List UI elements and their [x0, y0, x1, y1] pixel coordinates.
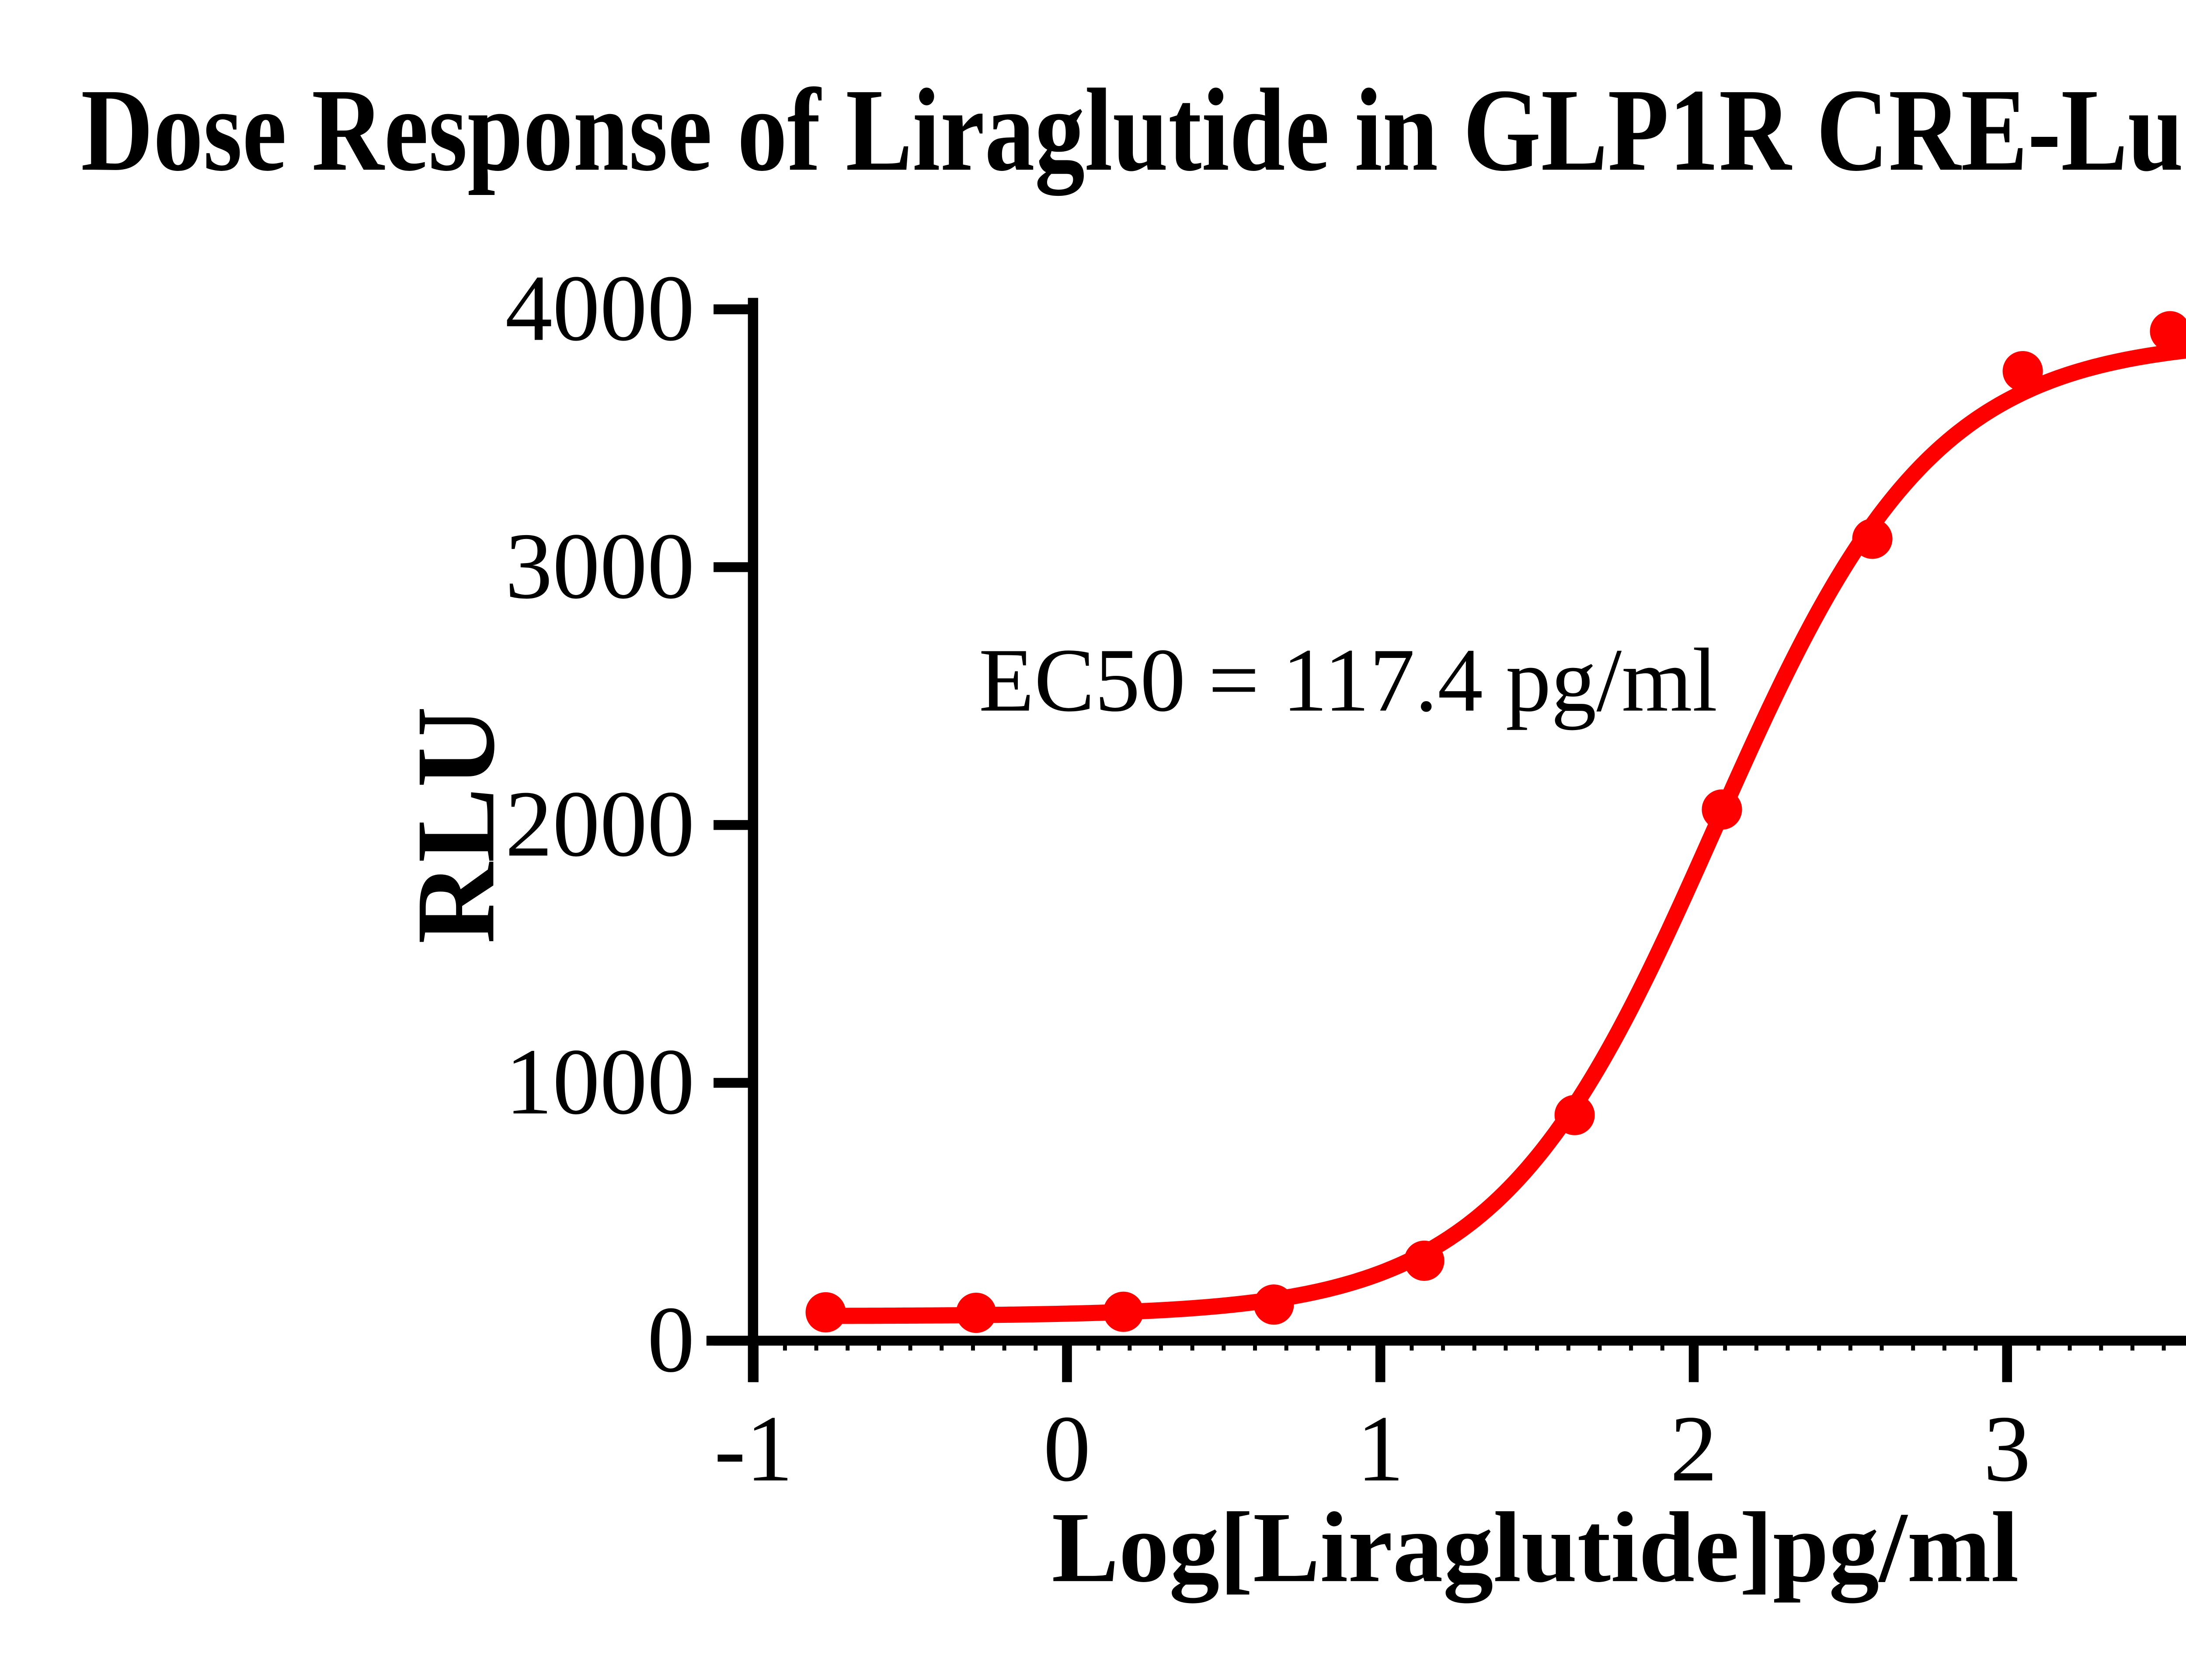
x-minor-ticks [783, 1343, 2166, 1351]
y-tick-label-0: 0 [647, 1287, 694, 1392]
data-series-liraglutide [805, 311, 2186, 1333]
x-tick-marks [748, 1340, 2012, 1382]
y-tick-marks [714, 304, 753, 1346]
y-axis-title: RLU [393, 706, 518, 944]
y-tick-label-4000: 4000 [505, 255, 694, 360]
x-tick-label-0: 0 [1043, 1396, 1090, 1501]
x-tick-label--1: -1 [714, 1396, 793, 1501]
x-tick-label-1: 1 [1357, 1396, 1404, 1501]
y-tick-label-1000: 1000 [505, 1029, 694, 1134]
x-axis: -101234 Log[Liraglutide]pg/ml [706, 1336, 2186, 1603]
data-point [1253, 1284, 1294, 1325]
fit-curve [818, 342, 2186, 1324]
ec50-annotation: EC50 = 117.4 pg/ml [979, 630, 1718, 730]
data-point [1702, 789, 1742, 830]
chart-title: Dose Response of Liraglutide in GLP1R CR… [81, 64, 2186, 198]
data-point [2002, 351, 2043, 392]
y-tick-label-2000: 2000 [505, 771, 694, 876]
data-point [1554, 1095, 1595, 1135]
data-point [2150, 311, 2186, 351]
data-point [956, 1293, 996, 1333]
y-axis: 0 1000 2000 3000 4000 RLU [393, 255, 759, 1392]
data-point [1852, 518, 1893, 559]
data-point [805, 1292, 846, 1332]
data-point [1103, 1291, 1144, 1332]
x-tick-labels: -101234 [714, 1396, 2031, 1501]
y-tick-label-3000: 3000 [505, 513, 694, 618]
x-tick-label-3: 3 [1984, 1396, 2031, 1501]
x-tick-label-2: 2 [1670, 1396, 1717, 1501]
data-point [1404, 1240, 1445, 1281]
x-axis-title: Log[Liraglutide]pg/ml [1051, 1492, 2019, 1603]
y-tick-labels: 0 1000 2000 3000 4000 [505, 255, 694, 1391]
